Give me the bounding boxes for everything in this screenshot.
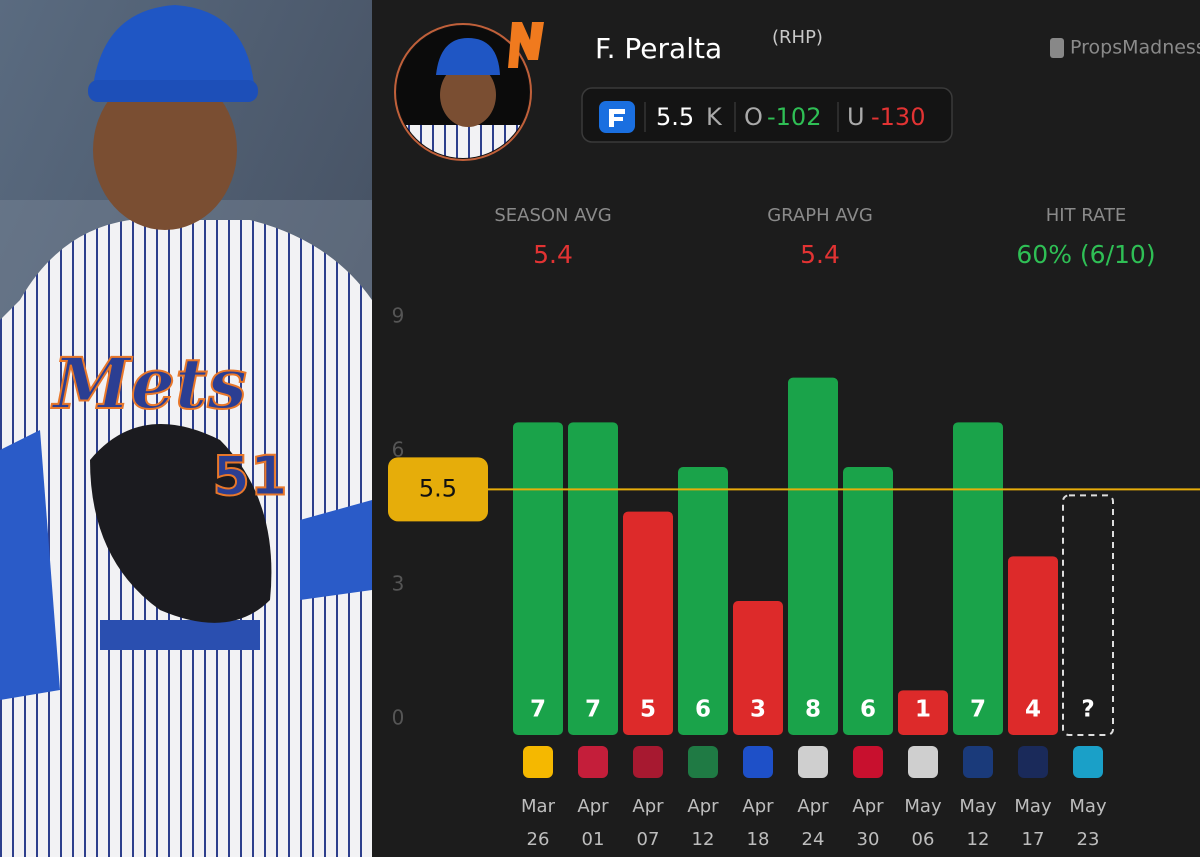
team-logo (908, 746, 938, 778)
avatar (397, 26, 529, 158)
bar (513, 422, 563, 735)
under-label: U (847, 103, 865, 131)
team-logo (633, 746, 663, 778)
value-label: 5 (640, 697, 656, 723)
placeholder-bar (1062, 494, 1114, 737)
bar (953, 422, 1003, 735)
threshold-label: 5.5 (419, 474, 457, 502)
jersey-number: 51 (212, 445, 287, 508)
threshold-badge (388, 457, 488, 522)
team-logo (1073, 746, 1103, 778)
x-tick-label: May 06 (904, 796, 942, 850)
value-label: 6 (860, 697, 876, 723)
team-logo (508, 22, 544, 68)
x-tick-label: Apr 18 (742, 796, 774, 850)
team-logo (743, 746, 773, 778)
brand-icon (1050, 38, 1064, 58)
team-logo (963, 746, 993, 778)
x-tick-label: Mar 26 (521, 796, 555, 850)
brand: PropsMadness (1070, 37, 1200, 59)
team-logo (578, 746, 608, 778)
stat-label: SEASON AVG (494, 205, 611, 226)
x-tick-label: May 23 (1069, 796, 1107, 850)
bar (843, 467, 893, 735)
stat-label: HIT RATE (1046, 205, 1127, 226)
bar (623, 511, 673, 735)
player-name: F. Peralta (595, 32, 722, 65)
stat-value: 5.4 (800, 240, 840, 269)
x-tick-label: Apr 12 (687, 796, 719, 850)
over-label: O (744, 103, 763, 131)
stat-label: GRAPH AVG (767, 205, 873, 226)
y-tick-label: 6 (392, 438, 405, 462)
stat-value: 5.4 (533, 240, 573, 269)
value-label: 6 (695, 697, 711, 723)
team-logo (523, 746, 553, 778)
bar (1008, 556, 1058, 735)
value-label: 3 (750, 697, 766, 723)
sportsbook-glyph (609, 109, 625, 127)
value-label: 1 (915, 697, 931, 723)
under-odds: -130 (871, 103, 925, 131)
value-label: 8 (805, 697, 821, 723)
team-logo (853, 746, 883, 778)
y-tick-label: 9 (392, 304, 405, 328)
chart: 0 3 6 9 7 7 5 6 3 8 6 1 7 4 ? 5.5 (388, 304, 1200, 778)
odds-pill (581, 87, 953, 143)
x-tick-label: May 17 (1014, 796, 1052, 850)
value-label: 7 (585, 697, 601, 723)
over-odds: -102 (767, 103, 821, 131)
bar (678, 467, 728, 735)
line-stat: K (706, 103, 723, 131)
value-label: ? (1081, 697, 1094, 723)
team-logo (798, 746, 828, 778)
x-tick-label: Apr 24 (797, 796, 829, 850)
y-tick-label: 0 (392, 706, 405, 730)
jersey-text: Mets (51, 342, 247, 425)
bar (788, 377, 838, 735)
x-tick-label: Apr 01 (577, 796, 609, 850)
player-hand: (RHP) (772, 27, 823, 48)
bar (898, 690, 948, 735)
bar (568, 422, 618, 735)
x-tick-label: Apr 07 (632, 796, 664, 850)
bar (733, 601, 783, 735)
player-photo: Mets 51 (0, 0, 372, 857)
x-tick-label: May 12 (959, 796, 997, 850)
value-label: 4 (1025, 697, 1041, 723)
y-tick-label: 3 (392, 572, 405, 596)
team-logo (688, 746, 718, 778)
stat-value: 60% (6/10) (1016, 240, 1155, 269)
value-label: 7 (530, 697, 546, 723)
team-logo (1018, 746, 1048, 778)
stats: SEASON AVG 5.4 GRAPH AVG 5.4 HIT RATE 60% (6/… (494, 205, 1155, 269)
x-tick-label: Apr 30 (852, 796, 884, 850)
value-label: 7 (970, 697, 986, 723)
line-value: 5.5 (656, 103, 694, 131)
